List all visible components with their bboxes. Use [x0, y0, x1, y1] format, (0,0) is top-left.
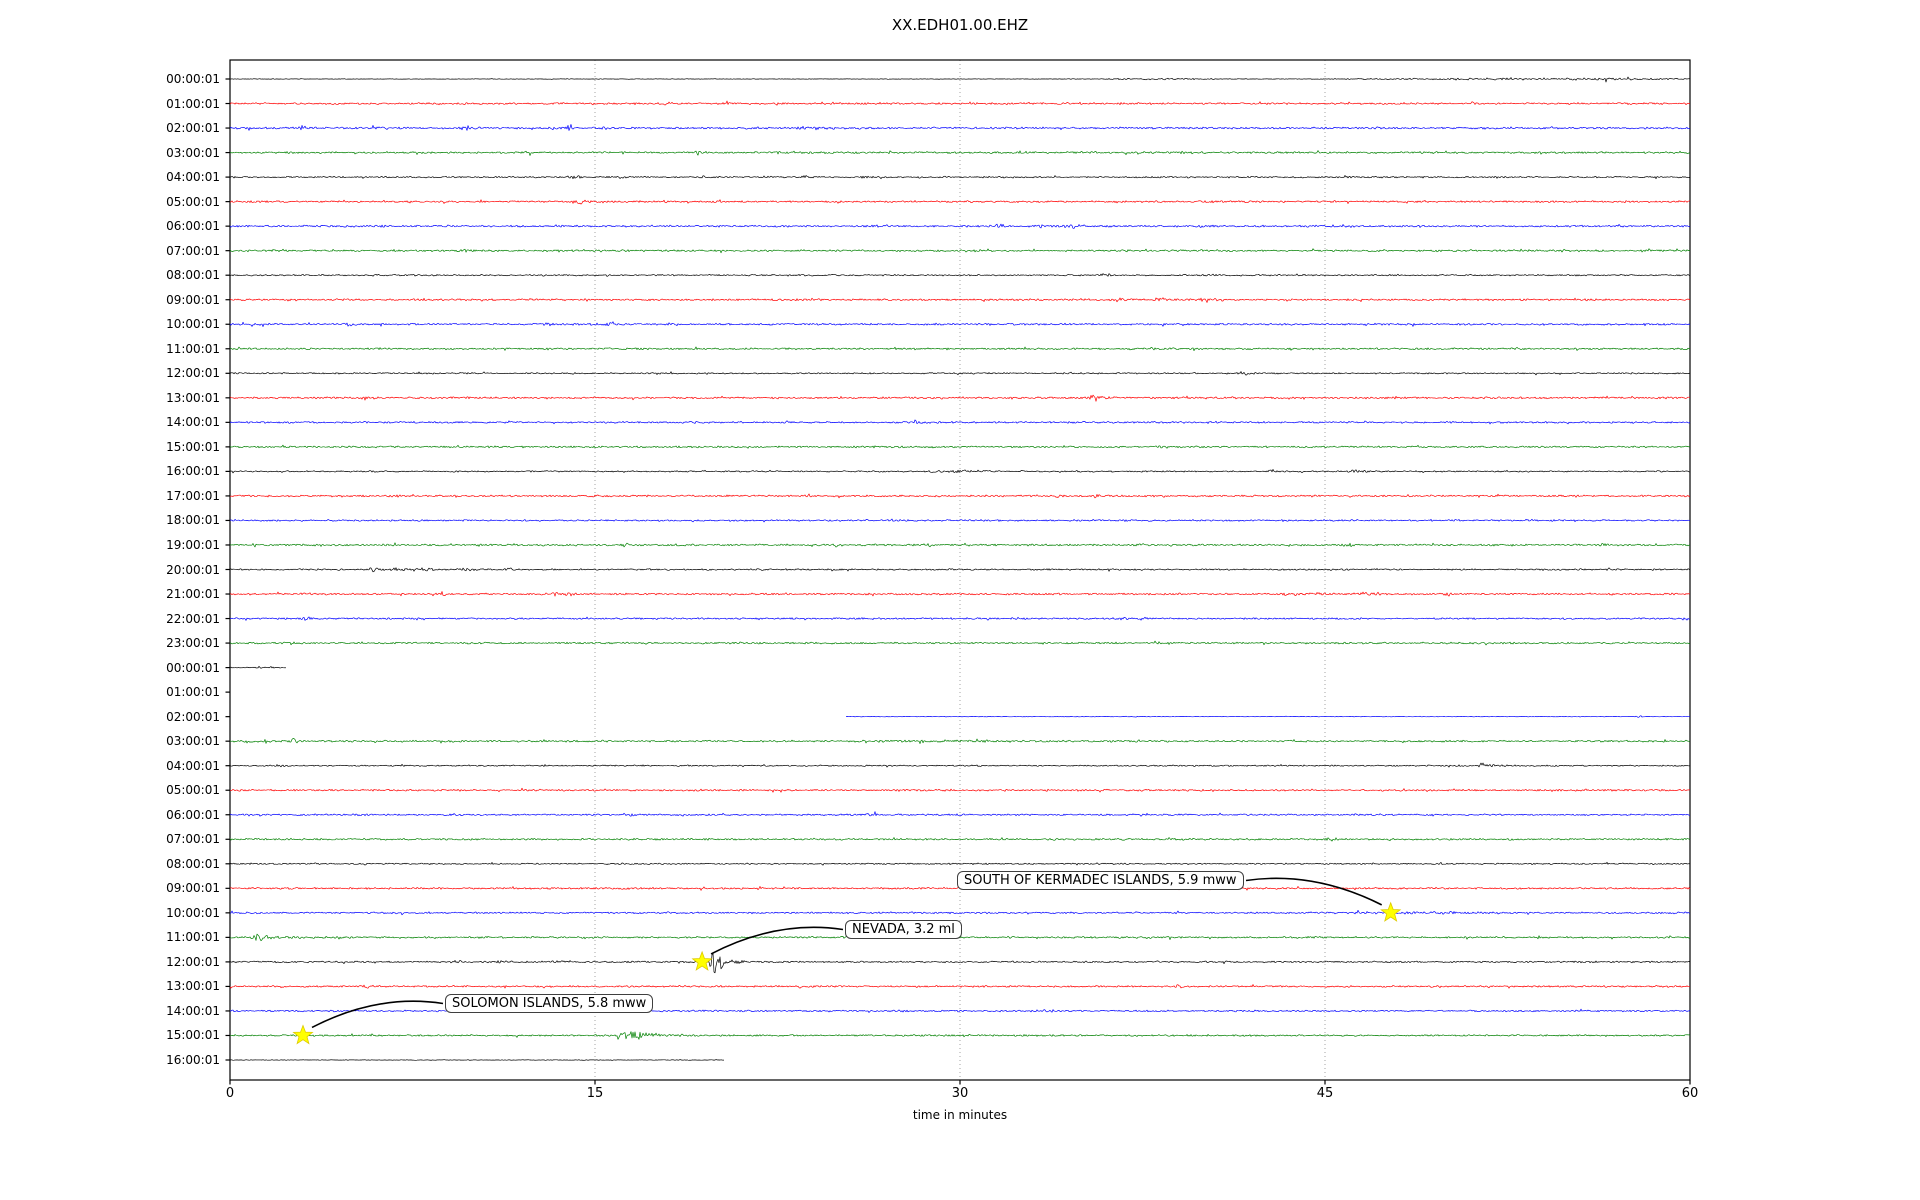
trace-waveform — [229, 76, 1691, 83]
trace-time-label: 11:00:01 — [166, 930, 220, 945]
trace-waveform — [845, 715, 1691, 718]
x-axis-label: time in minutes — [912, 1108, 1008, 1122]
x-tick-label: 0 — [225, 1086, 235, 1101]
trace-waveform — [229, 175, 1691, 180]
trace-time-label: 01:00:01 — [166, 685, 220, 700]
trace-time-label: 16:00:01 — [166, 1053, 220, 1067]
trace-waveform — [229, 665, 287, 669]
trace-time-label: 01:00:01 — [166, 96, 220, 111]
trace-waveform — [229, 273, 1691, 277]
trace-waveform — [230, 150, 1691, 156]
trace-waveform — [229, 100, 1690, 106]
trace-time-label: 05:00:01 — [166, 783, 220, 798]
trace-waveform — [229, 223, 1691, 229]
trace-time-label: 06:00:01 — [166, 807, 220, 822]
trace-waveform — [229, 297, 1691, 303]
trace-time-label: 06:00:01 — [166, 219, 220, 234]
trace-waveform — [229, 837, 1691, 842]
trace-time-label: 15:00:01 — [166, 439, 220, 454]
trace-time-label: 09:00:01 — [166, 292, 220, 307]
event-annotation-label: SOUTH OF KERMADEC ISLANDS, 5.9 mww — [957, 871, 1244, 890]
trace-waveform — [229, 952, 1691, 974]
trace-waveform — [229, 199, 1691, 205]
trace-waveform — [229, 567, 1691, 573]
trace-waveform — [229, 493, 1691, 499]
trace-time-label: 05:00:01 — [166, 194, 220, 209]
trace-time-label: 19:00:01 — [166, 537, 220, 552]
trace-time-label: 17:00:01 — [166, 488, 220, 503]
trace-waveform — [229, 933, 1691, 942]
trace-waveform — [229, 1059, 724, 1061]
trace-time-label: 20:00:01 — [166, 562, 220, 577]
trace-waveform — [229, 591, 1691, 597]
trace-time-label: 11:00:01 — [166, 341, 220, 356]
trace-waveform — [229, 640, 1691, 646]
plot-title: XX.EDH01.00.EHZ — [891, 16, 1029, 34]
trace-waveform — [230, 738, 1691, 744]
trace-waveform — [229, 469, 1691, 474]
trace-time-label: 21:00:01 — [166, 587, 220, 602]
trace-waveform — [229, 518, 1691, 523]
trace-waveform — [229, 542, 1691, 548]
trace-time-label: 00:00:01 — [166, 72, 220, 86]
trace-time-label: 08:00:01 — [166, 268, 220, 283]
trace-time-label: 02:00:01 — [166, 709, 220, 724]
event-star-icon — [691, 950, 713, 971]
trace-time-label: 03:00:01 — [166, 734, 220, 749]
trace-time-label: 22:00:01 — [166, 611, 220, 626]
trace-waveform — [229, 616, 1691, 621]
annotation-connector — [710, 926, 844, 955]
trace-waveform — [229, 984, 1690, 989]
trace-waveform — [229, 124, 1691, 131]
trace-time-label: 14:00:01 — [166, 1003, 220, 1018]
annotation-connector — [1245, 877, 1383, 906]
trace-time-label: 04:00:01 — [166, 758, 220, 773]
trace-time-label: 16:00:01 — [166, 464, 220, 479]
trace-waveform — [229, 811, 1691, 817]
x-tick-label: 45 — [1316, 1086, 1334, 1101]
x-tick-label: 60 — [1681, 1086, 1699, 1101]
trace-waveform — [229, 394, 1691, 402]
trace-waveform — [229, 346, 1691, 352]
event-star-icon — [292, 1024, 314, 1045]
trace-time-label: 10:00:01 — [166, 317, 220, 332]
trace-waveform — [229, 321, 1691, 327]
trace-time-label: 12:00:01 — [166, 954, 220, 969]
trace-time-label: 03:00:01 — [166, 145, 220, 160]
trace-time-label: 23:00:01 — [166, 636, 220, 651]
trace-waveform — [229, 248, 1691, 254]
trace-time-label: 13:00:01 — [166, 979, 220, 994]
trace-time-label: 07:00:01 — [166, 243, 220, 258]
trace-waveform — [229, 762, 1691, 768]
trace-time-label: 18:00:01 — [166, 513, 220, 528]
x-tick-label: 30 — [951, 1086, 969, 1101]
trace-waveform — [229, 787, 1691, 793]
trace-time-label: 00:00:01 — [166, 660, 220, 675]
x-tick-label: 15 — [586, 1086, 604, 1101]
trace-time-label: 09:00:01 — [166, 881, 220, 896]
trace-waveform — [229, 419, 1691, 425]
trace-time-label: 10:00:01 — [166, 905, 220, 920]
trace-time-label: 15:00:01 — [166, 1028, 220, 1043]
trace-waveform — [229, 861, 1691, 866]
trace-waveform — [229, 909, 1691, 916]
trace-time-label: 02:00:01 — [166, 121, 220, 136]
trace-time-label: 08:00:01 — [166, 856, 220, 871]
event-star-icon — [1380, 901, 1402, 922]
trace-time-label: 07:00:01 — [166, 832, 220, 847]
event-annotation-label: NEVADA, 3.2 ml — [845, 920, 962, 939]
trace-time-label: 12:00:01 — [166, 366, 220, 381]
trace-time-label: 13:00:01 — [166, 390, 220, 405]
trace-time-label: 14:00:01 — [166, 415, 220, 430]
event-annotation-label: SOLOMON ISLANDS, 5.8 mww — [445, 994, 654, 1013]
trace-waveform — [229, 1031, 1691, 1040]
trace-waveform — [229, 444, 1691, 449]
annotation-connector — [311, 1000, 444, 1029]
trace-time-label: 04:00:01 — [166, 170, 220, 185]
trace-waveform — [229, 371, 1691, 376]
